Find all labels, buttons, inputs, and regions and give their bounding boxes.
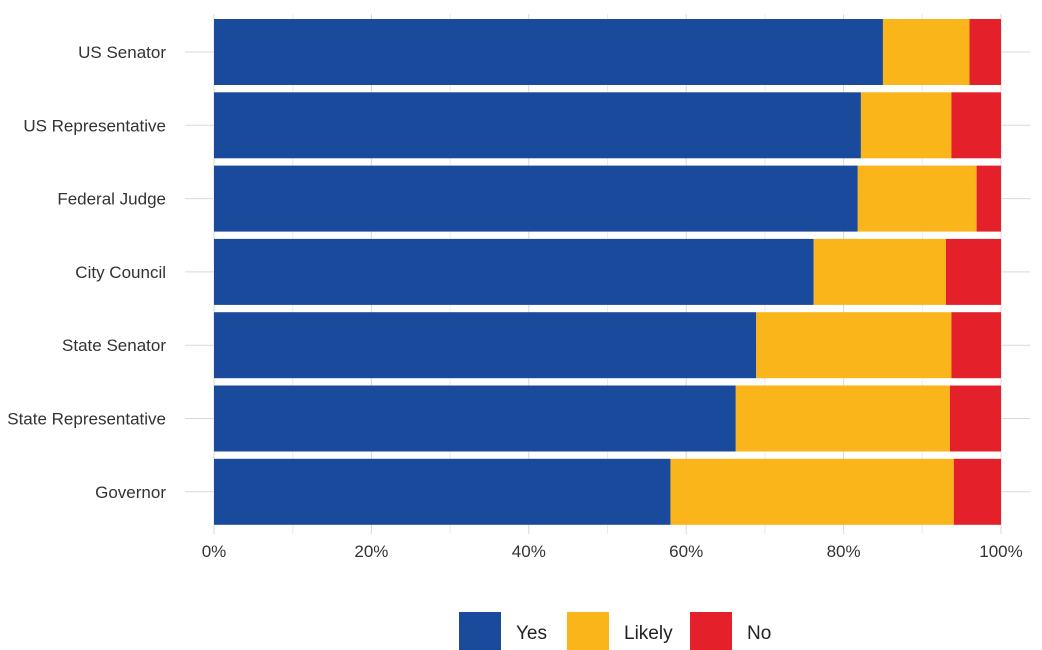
x-tick-label: 0%: [202, 542, 227, 561]
x-tick-label: 100%: [979, 542, 1022, 561]
bar-likely-governor: [670, 459, 953, 525]
bar-no-city-council: [946, 239, 1001, 305]
bar-yes-federal-judge: [214, 166, 858, 232]
value-axis: 0% 20% 40% 60% 80% 100%: [202, 542, 1023, 561]
bar-yes-state-senator: [214, 312, 756, 378]
bar-no-state-representative: [950, 386, 1001, 452]
category-label: Federal Judge: [57, 190, 166, 209]
bar-likely-federal-judge: [858, 166, 977, 232]
bar-likely-state-representative: [736, 386, 950, 452]
legend-swatch-yes: [459, 612, 501, 650]
bar-yes-governor: [214, 459, 670, 525]
category-label: State Representative: [7, 410, 166, 429]
legend-swatch-no: [690, 612, 732, 650]
bars: [214, 19, 1001, 525]
bar-no-federal-judge: [977, 166, 1001, 232]
x-tick-label: 60%: [669, 542, 703, 561]
legend-swatch-likely: [567, 612, 609, 650]
legend: Yes Likely No: [459, 612, 771, 650]
bar-yes-state-representative: [214, 386, 736, 452]
x-tick-label: 80%: [827, 542, 861, 561]
bar-likely-us-senator: [883, 19, 970, 85]
bar-yes-city-council: [214, 239, 814, 305]
bar-likely-state-senator: [756, 312, 951, 378]
category-axis: US Senator US Representative Federal Judge…: [7, 43, 166, 502]
bar-likely-city-council: [814, 239, 946, 305]
legend-label-likely: Likely: [624, 623, 673, 644]
x-tick-label: 20%: [354, 542, 388, 561]
legend-label-yes: Yes: [516, 623, 547, 644]
bar-no-state-senator: [951, 312, 1001, 378]
bar-yes-us-senator: [214, 19, 883, 85]
bar-no-us-representative: [951, 92, 1001, 158]
category-label: State Senator: [62, 336, 166, 355]
category-label: US Representative: [23, 116, 166, 135]
category-label: Governor: [95, 483, 166, 502]
legend-label-no: No: [747, 623, 771, 644]
bar-likely-us-representative: [861, 92, 952, 158]
category-label: US Senator: [78, 43, 166, 62]
x-tick-label: 40%: [512, 542, 546, 561]
bar-no-us-senator: [970, 19, 1001, 85]
bar-no-governor: [954, 459, 1001, 525]
category-label: City Council: [75, 263, 166, 282]
bar-yes-us-representative: [214, 92, 861, 158]
